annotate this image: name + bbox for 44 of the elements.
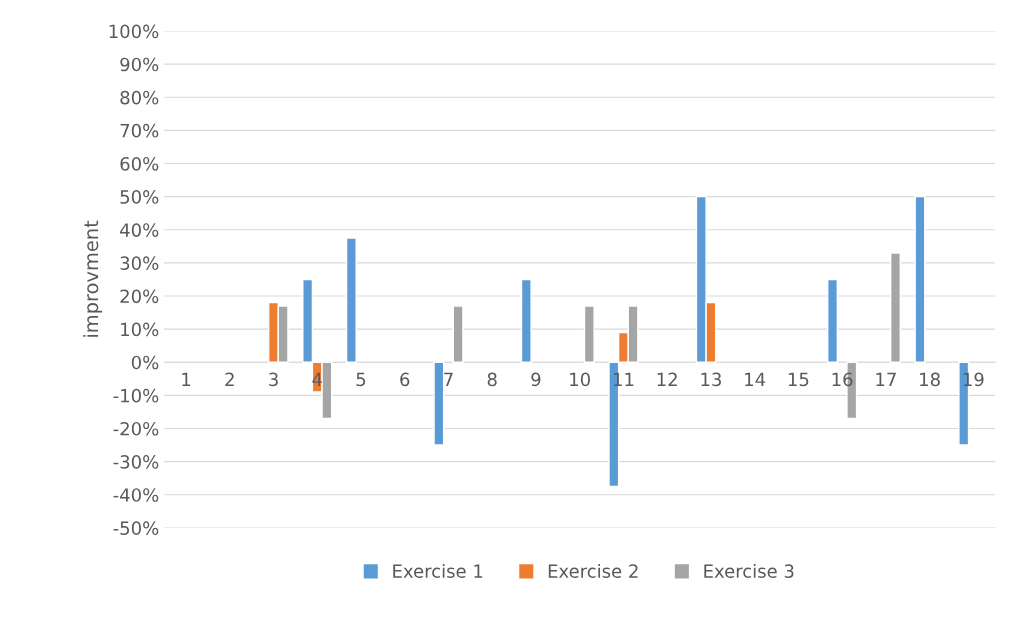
bar <box>889 252 901 363</box>
legend-label: Exercise 2 <box>548 563 638 578</box>
bar <box>433 361 445 446</box>
x-tick-label: 5 <box>356 372 366 387</box>
bar <box>452 305 464 363</box>
x-tick-label: 18 <box>920 372 940 387</box>
y-tick-label: 80% <box>120 90 159 105</box>
y-tick-label: 50% <box>120 190 159 204</box>
y-tick-label: 10% <box>121 322 159 337</box>
bar <box>827 278 839 363</box>
bar <box>583 305 595 363</box>
y-tick-label: -10% <box>113 388 159 403</box>
x-tick-label: 1 <box>182 372 191 386</box>
y-tick-label: 90% <box>120 57 159 72</box>
x-tick-label: 15 <box>788 372 809 387</box>
bar <box>520 278 532 363</box>
y-tick-label: -40% <box>113 488 159 502</box>
x-tick-label: 16 <box>832 372 853 387</box>
x-tick-label: 7 <box>444 372 453 386</box>
y-tick-label: 70% <box>120 123 159 138</box>
x-tick-label: 13 <box>701 372 721 387</box>
y-tick-label: 30% <box>120 256 159 271</box>
y-tick-label: 20% <box>120 289 159 304</box>
x-tick-label: 2 <box>225 372 234 386</box>
x-tick-label: 14 <box>745 372 766 386</box>
legend-label: Exercise 1 <box>393 563 483 578</box>
x-tick-label: 8 <box>487 372 497 387</box>
legend-label: Exercise 3 <box>704 563 794 578</box>
x-tick-label: 10 <box>570 372 590 387</box>
y-tick-label: 60% <box>120 156 159 171</box>
x-tick-label: 12 <box>657 372 677 386</box>
y-tick-label: -30% <box>113 455 159 469</box>
y-axis-title: improvment <box>83 220 103 337</box>
y-tick-label: 40% <box>120 223 159 237</box>
x-tick-label: 3 <box>269 372 278 387</box>
x-tick-label: 9 <box>531 372 541 387</box>
y-tick-label: -50% <box>113 521 159 535</box>
bar <box>345 237 357 363</box>
y-tick-label: 0% <box>131 355 159 370</box>
bar <box>914 195 926 363</box>
y-tick-label: -20% <box>113 421 159 436</box>
y-tick-label: 100% <box>109 24 159 39</box>
x-tick-label: 6 <box>400 372 410 387</box>
x-tick-label: 17 <box>876 372 896 386</box>
